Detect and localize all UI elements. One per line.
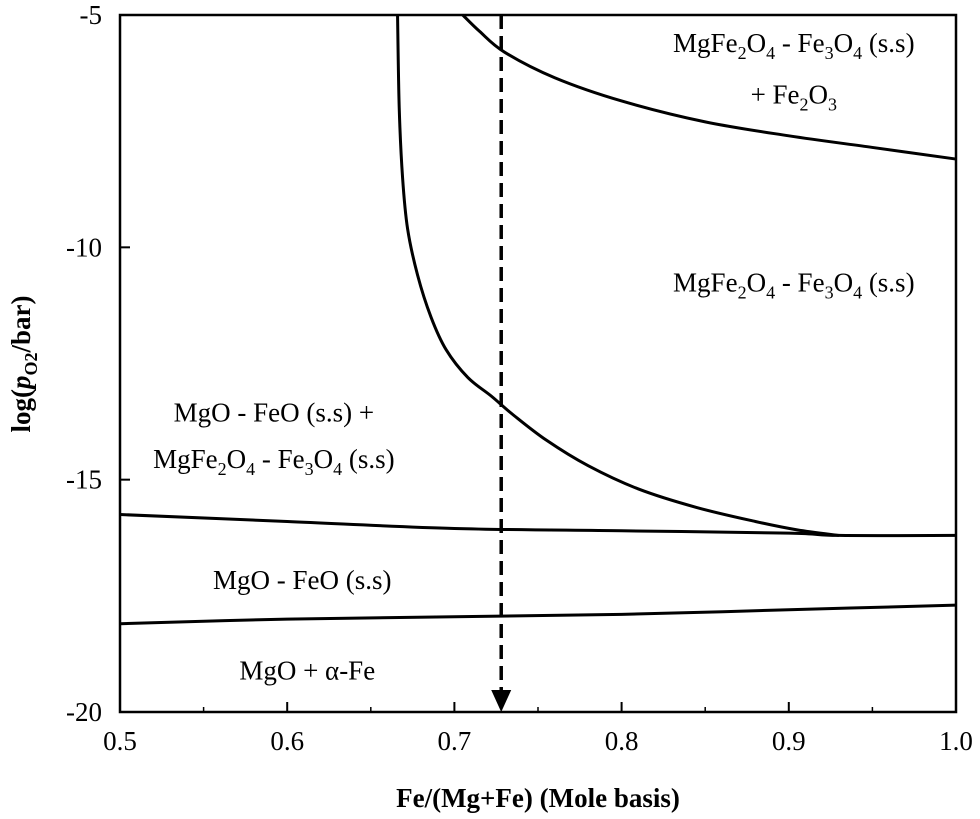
- x-tick-label: 0.6: [270, 726, 304, 756]
- region-label-a6: MgO - FeO (s.s): [213, 565, 392, 595]
- phase-boundaries: [119, 13, 957, 626]
- y-axis-ticks: -20 -15 -10 -5: [66, 0, 130, 727]
- region-label-a4: MgO - FeO (s.s) +: [174, 398, 374, 428]
- x-axis-title: Fe/(Mg+Fe) (Mole basis): [396, 783, 680, 813]
- y-tick-label: -5: [80, 0, 103, 30]
- y-axis-title-suffix: /bar): [6, 295, 36, 353]
- phase-boundary-line-3: [396, 14, 840, 537]
- y-tick-label: -20: [66, 697, 102, 727]
- x-tick-label: 0.9: [772, 726, 806, 756]
- region-labels: MgFe2O4 - Fe3O4 (s.s) + Fe2O3 MgFe2O4 - Fe…: [153, 28, 915, 685]
- x-tick-label: 1.0: [939, 726, 973, 756]
- y-tick-label: -10: [66, 232, 102, 262]
- y-axis-title: log(pO2/bar): [6, 295, 41, 432]
- y-axis-title-prefix: log(: [6, 389, 36, 433]
- phase-boundary-line-2: [119, 513, 957, 538]
- y-tick-label: -15: [66, 465, 102, 495]
- region-label-a1: MgFe2O4 - Fe3O4 (s.s): [673, 28, 915, 63]
- y-axis-title-italic: p: [6, 376, 36, 392]
- y-axis-title-subscript: O2: [21, 352, 41, 375]
- x-tick-label: 0.5: [103, 726, 137, 756]
- region-label-a2: + Fe2O3: [751, 79, 837, 114]
- x-tick-label: 0.7: [438, 726, 472, 756]
- composition-marker-arrowhead: [491, 690, 512, 712]
- region-label-a3: MgFe2O4 - Fe3O4 (s.s): [673, 267, 915, 302]
- region-label-a7: MgO + α-Fe: [239, 655, 375, 685]
- x-axis-ticks: 0.5 0.6 0.7 0.8 0.9 1.0: [103, 702, 973, 756]
- x-tick-label: 0.8: [605, 726, 639, 756]
- phase-boundary-line-1: [119, 603, 957, 626]
- phase-boundary-line-4: [461, 13, 957, 161]
- region-label-a5: MgFe2O4 - Fe3O4 (s.s): [153, 444, 395, 479]
- composition-marker: [491, 15, 512, 712]
